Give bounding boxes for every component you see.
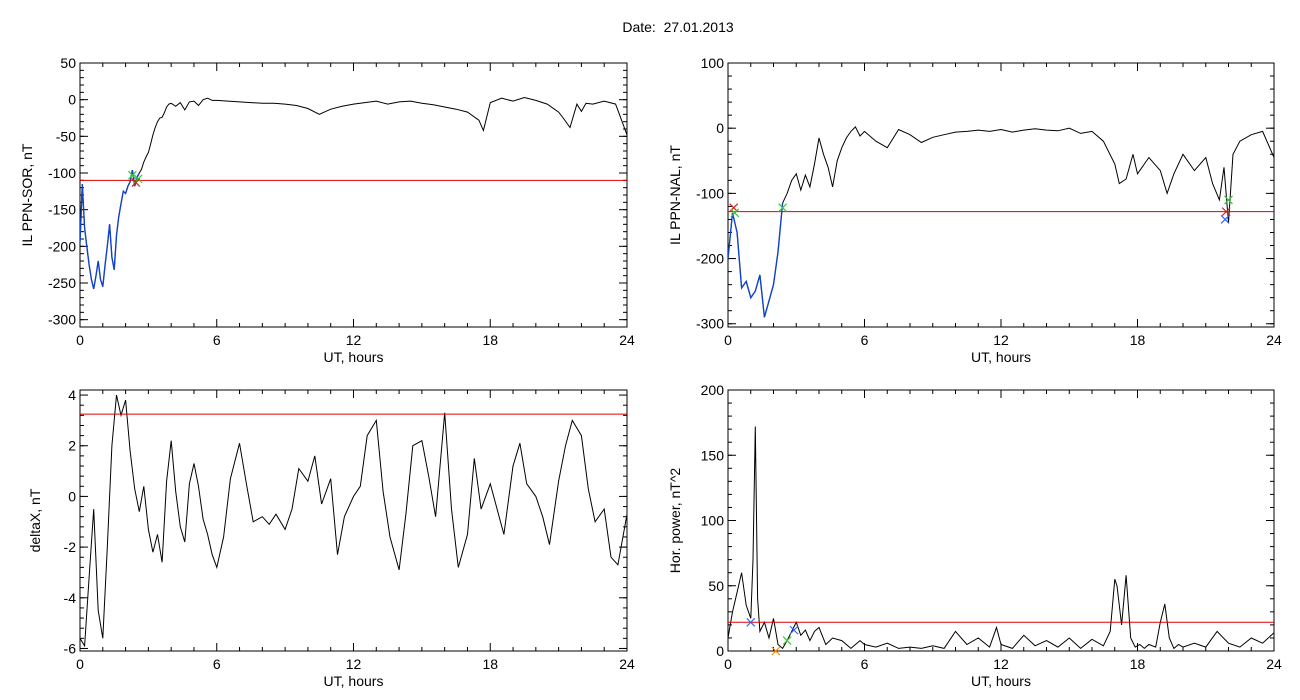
x-tick-label: 0 <box>76 332 84 348</box>
marker-blue <box>789 625 799 635</box>
y-tick-label: -150 <box>48 202 76 218</box>
plot-frame <box>79 62 628 328</box>
plot-frame <box>79 389 628 652</box>
x-axis-label: UT, hours <box>324 349 384 365</box>
y-axis-label: deltaX, nT <box>27 488 43 552</box>
x-tick-label: 6 <box>213 332 221 348</box>
x-tick-label: 18 <box>1130 332 1146 348</box>
marker-blue <box>746 617 756 627</box>
selected-interval-line <box>80 169 140 290</box>
marker-green <box>782 636 792 645</box>
y-axis-label: IL PPN-NAL, nT <box>667 145 683 245</box>
x-tick-label: 6 <box>861 332 869 348</box>
y-tick-label: -200 <box>48 238 76 254</box>
plot-frame <box>727 62 1275 328</box>
page-title: Date: 27.01.2013 <box>0 19 1300 35</box>
x-tick-label: 24 <box>619 656 635 672</box>
series-line <box>80 96 627 290</box>
marker-green <box>778 203 788 213</box>
x-tick-label: 24 <box>1266 332 1282 348</box>
date-label: Date: <box>622 19 656 35</box>
series-line <box>728 126 1274 318</box>
series-line <box>80 394 627 648</box>
marker-green <box>1224 195 1233 205</box>
x-tick-label: 0 <box>76 656 84 672</box>
chart-il-sor: 0 6 12 18 24 50 0 -50 -100 -150 -200 -250 -300 UT, ho… <box>19 55 635 365</box>
x-tick-label: 6 <box>213 656 221 672</box>
y-tick-label: 100 <box>701 55 725 71</box>
x-tick-label: 6 <box>861 656 869 672</box>
selected-interval-line <box>728 203 784 318</box>
y-tick-label: -2 <box>64 539 77 555</box>
plot-frame <box>727 389 1275 652</box>
series-line <box>728 426 1274 650</box>
y-axis-label: Hor. power, nT^2 <box>667 468 683 574</box>
x-tick-label: 0 <box>724 332 732 348</box>
y-tick-label: 150 <box>701 447 725 463</box>
marker-red <box>729 203 739 213</box>
y-tick-label: 0 <box>716 120 724 136</box>
x-tick-label: 24 <box>619 332 635 348</box>
x-axis-label: UT, hours <box>324 673 384 689</box>
y-tick-label: -6 <box>64 640 77 656</box>
marker-red <box>1221 207 1231 217</box>
x-tick-label: 12 <box>346 656 362 672</box>
chart-deltax: 0 6 12 18 24 4 2 0 -2 -4 -6 UT, hours deltaX, nT <box>27 387 635 689</box>
y-tick-label: 4 <box>68 387 76 403</box>
y-tick-label: 50 <box>708 578 724 594</box>
x-tick-label: 18 <box>482 332 498 348</box>
y-tick-label: 100 <box>701 513 725 529</box>
x-axis-label: UT, hours <box>971 673 1031 689</box>
y-tick-label: -200 <box>696 251 724 267</box>
y-tick-label: 50 <box>60 55 76 71</box>
x-tick-label: 18 <box>1130 656 1146 672</box>
x-tick-label: 18 <box>482 656 498 672</box>
y-tick-label: -100 <box>48 165 76 181</box>
y-tick-label: -250 <box>48 275 76 291</box>
y-tick-label: -100 <box>696 185 724 201</box>
y-tick-label: 0 <box>68 92 76 108</box>
y-axis-label: IL PPN-SOR, nT <box>19 143 35 246</box>
x-tick-label: 0 <box>724 656 732 672</box>
marker-orange <box>771 646 781 656</box>
marker-green <box>127 170 137 180</box>
y-tick-label: 0 <box>68 488 76 504</box>
date-value: 27.01.2013 <box>663 19 734 35</box>
x-tick-label: 12 <box>993 332 1009 348</box>
y-tick-label: 0 <box>716 643 724 659</box>
y-tick-label: 2 <box>68 438 76 454</box>
x-axis-label: UT, hours <box>971 349 1031 365</box>
marker-green <box>730 208 740 218</box>
chart-il-nal: 0 6 12 18 24 100 0 -100 -200 -300 UT, hours IL PPN-… <box>667 55 1282 365</box>
y-tick-label: -4 <box>64 590 77 606</box>
y-tick-label: -50 <box>56 128 76 144</box>
y-tick-label: 200 <box>701 382 725 398</box>
x-tick-label: 12 <box>346 332 362 348</box>
y-tick-label: -300 <box>48 312 76 328</box>
y-tick-label: -300 <box>696 316 724 332</box>
x-tick-label: 12 <box>993 656 1009 672</box>
marker-blue <box>1220 215 1230 224</box>
x-tick-label: 24 <box>1266 656 1282 672</box>
chart-hor-power: 0 6 12 18 24 200 150 100 50 0 UT, hours Hor. power,… <box>667 382 1282 689</box>
marker-red <box>131 178 141 187</box>
